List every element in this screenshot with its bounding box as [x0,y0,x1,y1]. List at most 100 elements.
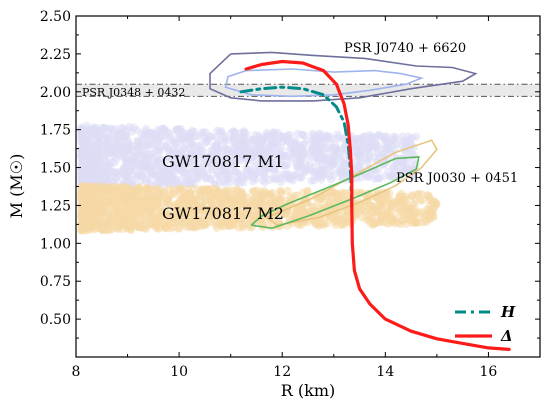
cloud-point [102,159,111,168]
y-axis-label: M (M☉) [7,154,26,219]
annotation-gw170817-m2: GW170817 M2 [162,204,284,223]
cloud-point [199,147,208,156]
cloud-point [137,172,145,180]
cloud-point [341,160,350,169]
cloud-point [127,221,136,230]
cloud-point [276,186,285,195]
series-layer [239,59,511,351]
cloud-point [118,209,127,218]
x-tick-label: 8 [72,364,81,380]
cloud-point [214,161,223,170]
series-delta-line [244,59,511,351]
psr-j0740-contour-outer [209,51,478,102]
cloud-point [387,172,395,181]
cloud-point [89,123,98,132]
cloud-point [186,191,195,200]
cloud-point [229,127,238,136]
cloud-point [235,142,244,151]
contours-layer [209,51,478,230]
cloud-point [175,163,183,172]
cloud-point [199,162,208,171]
cloud-point [325,172,334,181]
cloud-point [325,163,333,172]
cloud-point [384,145,393,153]
cloud-point [165,185,174,194]
cloud-point [282,137,291,146]
cloud-point [118,215,127,224]
cloud-point [212,134,221,143]
cloud-point [96,140,105,149]
cloud-point [101,151,110,160]
cloud-point [318,140,327,149]
cloud-point [162,140,171,149]
cloud-point [300,131,309,140]
annotation-psr-j0348: PSR J0348 + 0432 [82,86,185,99]
x-tick-label: 14 [376,364,394,380]
annotation-psr-j0030: PSR J0030 + 0451 [396,171,518,186]
cloud-point [266,190,275,199]
cloud-point [191,205,200,214]
cloud-point [271,149,280,158]
cloud-point [81,196,90,205]
cloud-point [151,129,160,138]
cloud-point [388,199,397,208]
cloud-point [208,150,217,159]
cloud-point [179,129,188,137]
cloud-point [187,149,196,158]
cloud-point [365,150,374,159]
cloud-point [180,144,189,152]
cloud-point [77,133,86,142]
cloud-point [205,157,214,166]
cloud-point [365,131,374,140]
cloud-point [326,212,335,221]
cloud-point [220,194,229,202]
cloud-point [118,129,127,138]
cloud-point [199,133,208,142]
cloud-point [95,206,104,215]
cloud-point [234,215,243,224]
cloud-point [314,133,323,142]
cloud-point [199,214,208,223]
cloud-point [166,213,174,222]
cloud-point [354,162,363,171]
cloud-point [250,197,259,206]
y-tick-label: 2.00 [40,85,71,101]
cloud-point [377,133,386,142]
cloud-point [296,157,305,166]
cloud-point [136,209,145,218]
cloud-point [193,142,202,151]
cloud-point [265,134,274,143]
cloud-point [157,163,166,172]
cloud-point [165,199,174,208]
cloud-point [108,145,117,154]
cloud-point [337,220,346,229]
cloud-point [248,135,257,144]
cloud-point [380,195,389,203]
cloud-point [316,149,325,158]
cloud-point [136,199,145,208]
cloud-point [123,173,132,182]
cloud-point [226,173,235,182]
cloud-point [282,174,291,183]
y-tick-label: 0.75 [40,274,71,290]
cloud-point [391,165,400,174]
cloud-point [411,208,420,217]
cloud-point [341,167,350,176]
legend-label-delta: Δ [500,327,513,345]
cloud-point [353,146,362,155]
cloud-point [110,176,119,185]
cloud-point [99,189,108,198]
psr-j0740-contour-inner [224,68,425,98]
cloud-point [398,216,407,225]
cloud-point [92,212,100,221]
cloud-point [142,161,151,170]
cloud-point [226,189,235,197]
cloud-point [324,135,333,144]
y-tick-label: 1.50 [40,161,71,177]
cloud-point [271,175,280,184]
cloud-point [264,144,273,153]
cloud-point [296,203,305,212]
cloud-point [258,142,267,150]
y-tick-label: 2.25 [40,47,71,63]
cloud-point [276,195,285,204]
